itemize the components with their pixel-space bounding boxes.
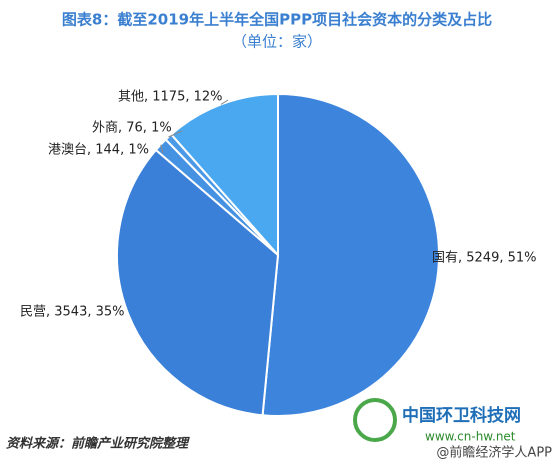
pie-slice — [116, 148, 280, 417]
chart-subtitle: （单位：家） — [232, 33, 322, 51]
watermark-name: 中国环卫科技网 — [402, 405, 521, 426]
data-label: 外商, 76, 1% — [92, 121, 172, 136]
data-label: 国有, 5249, 51% — [432, 251, 537, 266]
leader-line — [168, 130, 183, 138]
leader-line — [160, 144, 164, 154]
data-label: 其他, 1175, 12% — [118, 90, 223, 105]
logo-icon — [353, 398, 397, 442]
source-note: 资料来源：前瞻产业研究院整理 — [6, 436, 190, 452]
leader-line — [220, 99, 229, 105]
data-label: 港澳台, 144, 1% — [48, 142, 149, 158]
watermark-app: @前瞻经济学人APP — [436, 445, 552, 461]
labels: 国有, 5249, 51% 民营, 3543, 35% 港澳台, 144, 1% 外商… — [20, 90, 537, 320]
watermark-url: www.cn-hw.net — [425, 430, 516, 444]
data-label: 民营, 3543, 35% — [20, 305, 125, 320]
chart-title: 图表8：截至2019年上半年全国PPP项目社会资本的分类及占比 — [62, 11, 492, 29]
pie-slice — [261, 92, 440, 417]
pie — [116, 92, 440, 417]
